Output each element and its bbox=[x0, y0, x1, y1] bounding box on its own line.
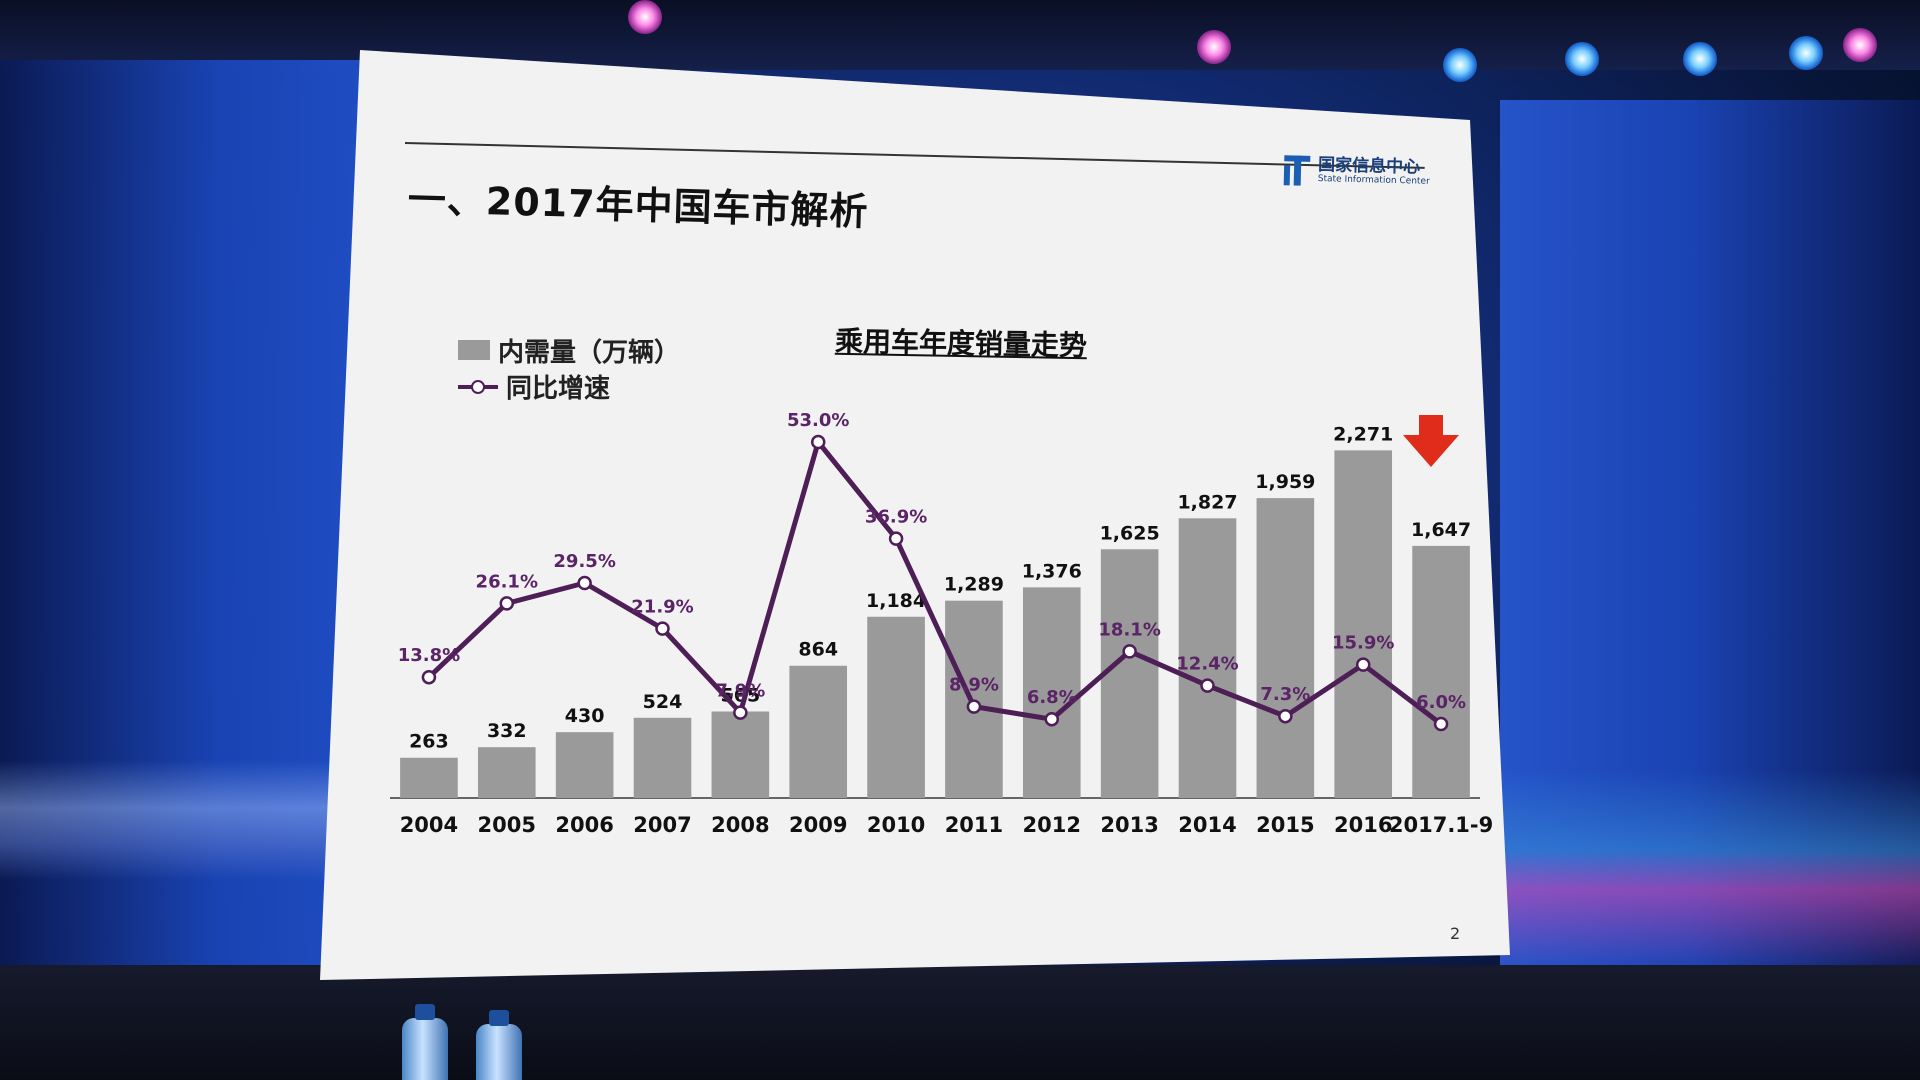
bar bbox=[1178, 518, 1237, 798]
right-light-band bbox=[1500, 770, 1920, 970]
x-tick-label: 2007 bbox=[633, 813, 691, 837]
legend-item-line: 同比增速 bbox=[458, 368, 680, 404]
bar bbox=[1256, 498, 1315, 798]
growth-value-label: 8.9% bbox=[949, 675, 999, 696]
bar bbox=[555, 732, 614, 798]
stage-light-icon bbox=[1565, 42, 1599, 76]
growth-point bbox=[499, 596, 515, 611]
bar bbox=[867, 616, 925, 798]
x-tick-label: 2006 bbox=[555, 813, 613, 837]
org-logo: 国家信息中心 State Information Center bbox=[1283, 155, 1431, 189]
growth-value-label: 6.8% bbox=[1027, 687, 1077, 708]
growth-value-label: 12.4% bbox=[1176, 654, 1238, 675]
growth-value-label: 29.5% bbox=[553, 551, 615, 572]
x-tick-label: 2011 bbox=[945, 813, 1003, 837]
stage-floor bbox=[0, 965, 1920, 1080]
x-tick-label: 2017.1-9 bbox=[1389, 813, 1493, 837]
growth-point bbox=[577, 575, 592, 591]
bar-value-label: 1,376 bbox=[1022, 560, 1082, 582]
stage-light-icon bbox=[1443, 48, 1477, 82]
x-tick-label: 2010 bbox=[867, 813, 925, 837]
growth-point bbox=[1044, 711, 1060, 727]
bar bbox=[711, 711, 770, 798]
chart-legend: 内需量（万辆） 同比增速 bbox=[458, 332, 680, 404]
growth-value-label: 6.0% bbox=[1416, 692, 1466, 713]
bar-value-label: 1,959 bbox=[1255, 471, 1315, 493]
bar bbox=[1100, 549, 1159, 798]
stage-light-icon bbox=[1683, 42, 1717, 76]
legend-label-line: 同比增速 bbox=[506, 373, 611, 404]
left-led-wall bbox=[0, 60, 360, 980]
growth-point bbox=[888, 531, 904, 546]
growth-point bbox=[421, 669, 437, 685]
growth-value-label: 7.9% bbox=[715, 681, 765, 702]
bar bbox=[945, 600, 1003, 798]
growth-value-label: 13.8% bbox=[398, 645, 460, 666]
growth-point bbox=[655, 621, 670, 636]
org-logo-icon bbox=[1283, 155, 1311, 186]
bar bbox=[1412, 545, 1470, 798]
sales-chart: 2632004332200543020065242007565200886420… bbox=[390, 410, 1493, 837]
x-tick-label: 2016 bbox=[1334, 813, 1392, 837]
growth-point bbox=[810, 434, 826, 450]
bar bbox=[1022, 587, 1081, 798]
bar bbox=[789, 665, 848, 798]
growth-point bbox=[733, 705, 748, 720]
bar-value-label: 1,184 bbox=[866, 590, 926, 612]
bar-value-label: 332 bbox=[487, 720, 527, 742]
chart-title: 乘用车年度销量走势 bbox=[834, 324, 1088, 363]
x-tick-label: 2013 bbox=[1100, 813, 1158, 837]
stage-light-icon bbox=[628, 0, 662, 34]
growth-value-label: 53.0% bbox=[787, 410, 849, 431]
bar bbox=[477, 747, 536, 798]
x-tick-label: 2012 bbox=[1023, 813, 1081, 837]
growth-value-label: 18.1% bbox=[1098, 619, 1160, 640]
growth-line bbox=[427, 439, 1443, 726]
bar-value-label: 1,289 bbox=[944, 574, 1004, 596]
growth-point bbox=[1433, 716, 1449, 732]
legend-label-bar: 内需量（万辆） bbox=[498, 337, 681, 368]
growth-point bbox=[1355, 657, 1371, 672]
bar bbox=[400, 757, 458, 798]
legend-line-swatch bbox=[458, 376, 498, 396]
stage-light-icon bbox=[1197, 30, 1231, 64]
legend-bar-swatch bbox=[458, 340, 490, 360]
growth-point bbox=[966, 699, 982, 714]
growth-value-label: 21.9% bbox=[631, 597, 693, 618]
bar-value-label: 430 bbox=[565, 705, 605, 727]
stage-light-icon bbox=[1789, 36, 1823, 70]
growth-value-label: 26.1% bbox=[476, 571, 538, 592]
legend-item-bar: 内需量（万辆） bbox=[458, 332, 680, 368]
water-bottle-icon bbox=[402, 1004, 448, 1080]
bar bbox=[633, 717, 692, 798]
bar-value-label: 263 bbox=[409, 731, 449, 753]
water-bottle-icon bbox=[476, 1010, 522, 1080]
down-arrow-icon bbox=[1403, 415, 1459, 467]
bar bbox=[1334, 450, 1393, 798]
growth-value-label: 7.3% bbox=[1260, 684, 1310, 705]
bar-value-label: 524 bbox=[643, 691, 683, 713]
x-tick-label: 2015 bbox=[1256, 813, 1314, 837]
growth-point bbox=[1200, 678, 1215, 693]
x-tick-label: 2009 bbox=[789, 813, 847, 837]
ceiling-rig bbox=[0, 0, 1920, 70]
stage-light-icon bbox=[1843, 28, 1877, 62]
left-light-band bbox=[0, 760, 360, 880]
org-name-en: State Information Center bbox=[1317, 174, 1430, 187]
growth-point bbox=[1122, 644, 1137, 659]
bar-value-label: 1,625 bbox=[1100, 522, 1160, 544]
bar-value-label: 1,647 bbox=[1411, 519, 1471, 541]
bar-value-label: 864 bbox=[798, 639, 838, 661]
x-tick-label: 2004 bbox=[400, 813, 458, 837]
bar-value-label: 1,827 bbox=[1177, 491, 1237, 513]
x-tick-label: 2005 bbox=[478, 813, 536, 837]
growth-value-label: 15.9% bbox=[1332, 633, 1394, 654]
growth-point bbox=[1278, 708, 1293, 724]
x-tick-label: 2008 bbox=[711, 813, 769, 837]
growth-value-label: 36.9% bbox=[865, 507, 927, 528]
bar-value-label: 2,271 bbox=[1333, 423, 1393, 445]
page-number: 2 bbox=[1450, 924, 1461, 943]
x-tick-label: 2014 bbox=[1178, 813, 1236, 837]
